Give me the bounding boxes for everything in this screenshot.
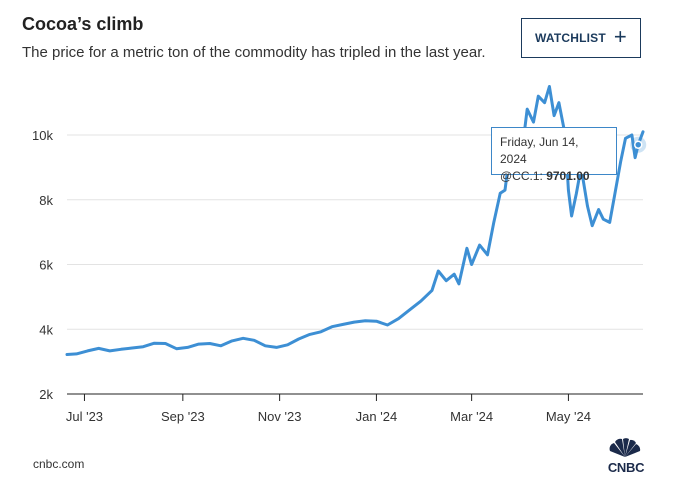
cnbc-peacock-icon bbox=[609, 438, 641, 457]
tooltip-symbol: @CC.1: bbox=[500, 169, 543, 183]
chart-subtitle: The price for a metric ton of the commod… bbox=[22, 44, 486, 61]
plus-icon: + bbox=[613, 24, 627, 49]
x-tick-label: Jan '24 bbox=[356, 409, 398, 424]
x-tick-label: Jul '23 bbox=[66, 409, 103, 424]
highlight-point bbox=[633, 140, 643, 149]
chart-title: Cocoa’s climb bbox=[22, 14, 144, 34]
x-tick-label: Mar '24 bbox=[450, 409, 493, 424]
tooltip-date: Friday, Jun 14, 2024 bbox=[500, 135, 579, 166]
tooltip-value-row: @CC.1: 9701.00 bbox=[500, 168, 608, 185]
cnbc-logo-text: CNBC bbox=[607, 460, 645, 475]
tooltip-value: 9701.00 bbox=[546, 169, 590, 183]
source-link[interactable]: cnbc.com bbox=[33, 457, 85, 471]
y-tick-label: 6k bbox=[39, 258, 53, 273]
x-tick-label: May '24 bbox=[546, 409, 591, 424]
y-tick-label: 4k bbox=[39, 322, 53, 337]
watchlist-button[interactable]: WATCHLIST + bbox=[521, 18, 641, 58]
y-tick-label: 10k bbox=[32, 128, 53, 143]
watchlist-label: WATCHLIST bbox=[535, 31, 606, 45]
y-tick-label: 8k bbox=[39, 193, 53, 208]
x-tick-label: Sep '23 bbox=[161, 409, 205, 424]
chart-tooltip: Friday, Jun 14, 2024 @CC.1: 9701.00 bbox=[491, 127, 617, 183]
y-tick-label: 2k bbox=[39, 387, 53, 402]
x-tick-label: Nov '23 bbox=[258, 409, 302, 424]
